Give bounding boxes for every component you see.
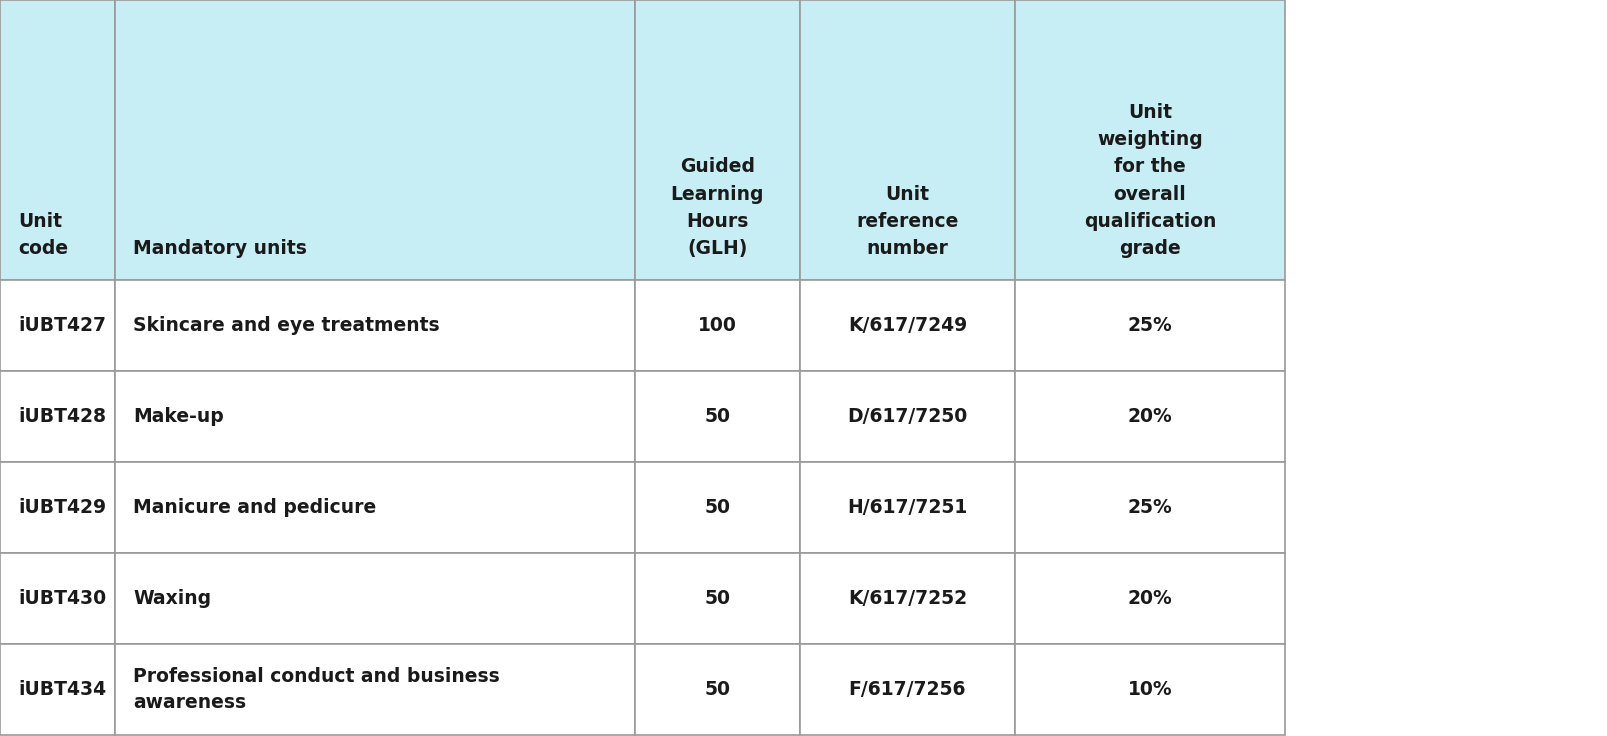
Text: Unit
weighting
for the
overall
qualification
grade: Unit weighting for the overall qualifica… [1083, 103, 1215, 258]
Bar [1014, 644, 1284, 735]
Bar [116, 371, 635, 462]
Bar [0, 644, 116, 735]
Text: D/617/7250: D/617/7250 [847, 407, 967, 426]
Text: 50: 50 [704, 407, 730, 426]
Bar [635, 553, 800, 644]
Bar [116, 553, 635, 644]
Bar [635, 644, 800, 735]
Text: Waxing: Waxing [133, 589, 211, 608]
Bar [116, 280, 635, 371]
Bar [116, 462, 635, 553]
Bar [0, 0, 116, 280]
Text: 50: 50 [704, 498, 730, 517]
Text: Mandatory units: Mandatory units [133, 239, 307, 258]
Bar [0, 280, 116, 371]
Text: 25%: 25% [1127, 498, 1172, 517]
Bar [800, 553, 1014, 644]
Text: 10%: 10% [1127, 680, 1172, 699]
Text: Manicure and pedicure: Manicure and pedicure [133, 498, 376, 517]
Bar [800, 462, 1014, 553]
Bar [800, 371, 1014, 462]
Text: 25%: 25% [1127, 316, 1172, 335]
Bar [800, 644, 1014, 735]
Text: 20%: 20% [1127, 589, 1172, 608]
Text: F/617/7256: F/617/7256 [848, 680, 966, 699]
Text: iUBT429: iUBT429 [18, 498, 106, 517]
Text: K/617/7252: K/617/7252 [847, 589, 966, 608]
Text: iUBT428: iUBT428 [18, 407, 106, 426]
Bar [0, 553, 116, 644]
Text: iUBT430: iUBT430 [18, 589, 106, 608]
Text: Guided
Learning
Hours
(GLH): Guided Learning Hours (GLH) [670, 158, 763, 258]
Text: 100: 100 [697, 316, 736, 335]
Text: Professional conduct and business
awareness: Professional conduct and business awaren… [133, 668, 500, 712]
Text: H/617/7251: H/617/7251 [847, 498, 967, 517]
Bar [635, 371, 800, 462]
Bar [1014, 462, 1284, 553]
Text: Unit
reference
number: Unit reference number [857, 185, 958, 258]
Text: K/617/7249: K/617/7249 [847, 316, 966, 335]
Bar [1014, 280, 1284, 371]
Bar [116, 644, 635, 735]
Bar [1014, 371, 1284, 462]
Text: Skincare and eye treatments: Skincare and eye treatments [133, 316, 439, 335]
Bar [635, 0, 800, 280]
Text: iUBT434: iUBT434 [18, 680, 106, 699]
Bar [1014, 0, 1284, 280]
Text: 20%: 20% [1127, 407, 1172, 426]
Text: Make-up: Make-up [133, 407, 223, 426]
Bar [635, 462, 800, 553]
Bar [1014, 553, 1284, 644]
Bar [635, 280, 800, 371]
Text: 50: 50 [704, 680, 730, 699]
Bar [800, 0, 1014, 280]
Bar [0, 371, 116, 462]
Bar [116, 0, 635, 280]
Bar [0, 462, 116, 553]
Bar [800, 280, 1014, 371]
Text: 50: 50 [704, 589, 730, 608]
Text: Unit
code: Unit code [18, 212, 67, 258]
Text: iUBT427: iUBT427 [18, 316, 106, 335]
